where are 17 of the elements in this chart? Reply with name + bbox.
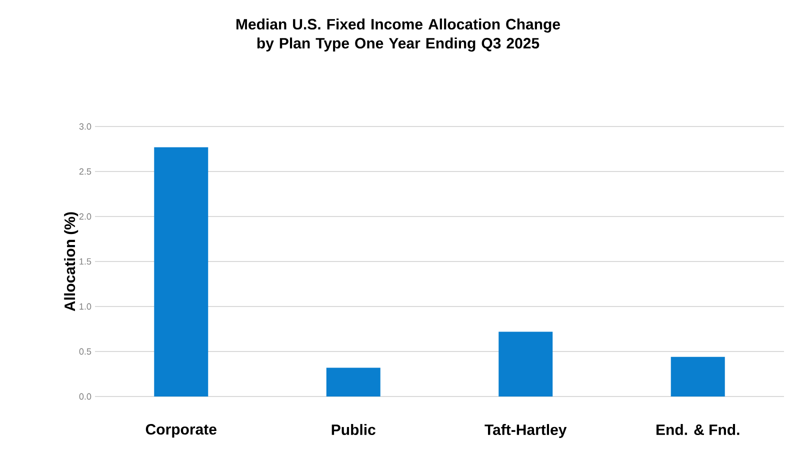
chart-title: Median U.S. Fixed Income Allocation Change by Plan Type One Year Ending Q3 2025 <box>236 18 560 52</box>
y-tick-label: 0.0 <box>79 393 92 400</box>
x-tick-label: Public <box>332 424 376 436</box>
y-tick-label: 0.5 <box>79 348 92 355</box>
y-tick-label: 2.0 <box>79 213 92 220</box>
y-tick-label: 1.0 <box>80 303 92 310</box>
y-tick-label: 1.5 <box>80 258 92 265</box>
x-tick-label: End. & Fnd. <box>656 424 740 436</box>
y-axis-title: Allocation (%) <box>64 212 78 312</box>
bar <box>670 356 725 396</box>
bar <box>326 368 380 396</box>
x-tick-label: Corporate <box>146 424 216 438</box>
bar <box>154 147 208 396</box>
bar <box>498 332 553 396</box>
y-tick-label: 2.5 <box>79 168 92 175</box>
x-tick-label: Taft-Hartley <box>484 424 567 438</box>
y-tick-label: 3.0 <box>79 123 92 130</box>
